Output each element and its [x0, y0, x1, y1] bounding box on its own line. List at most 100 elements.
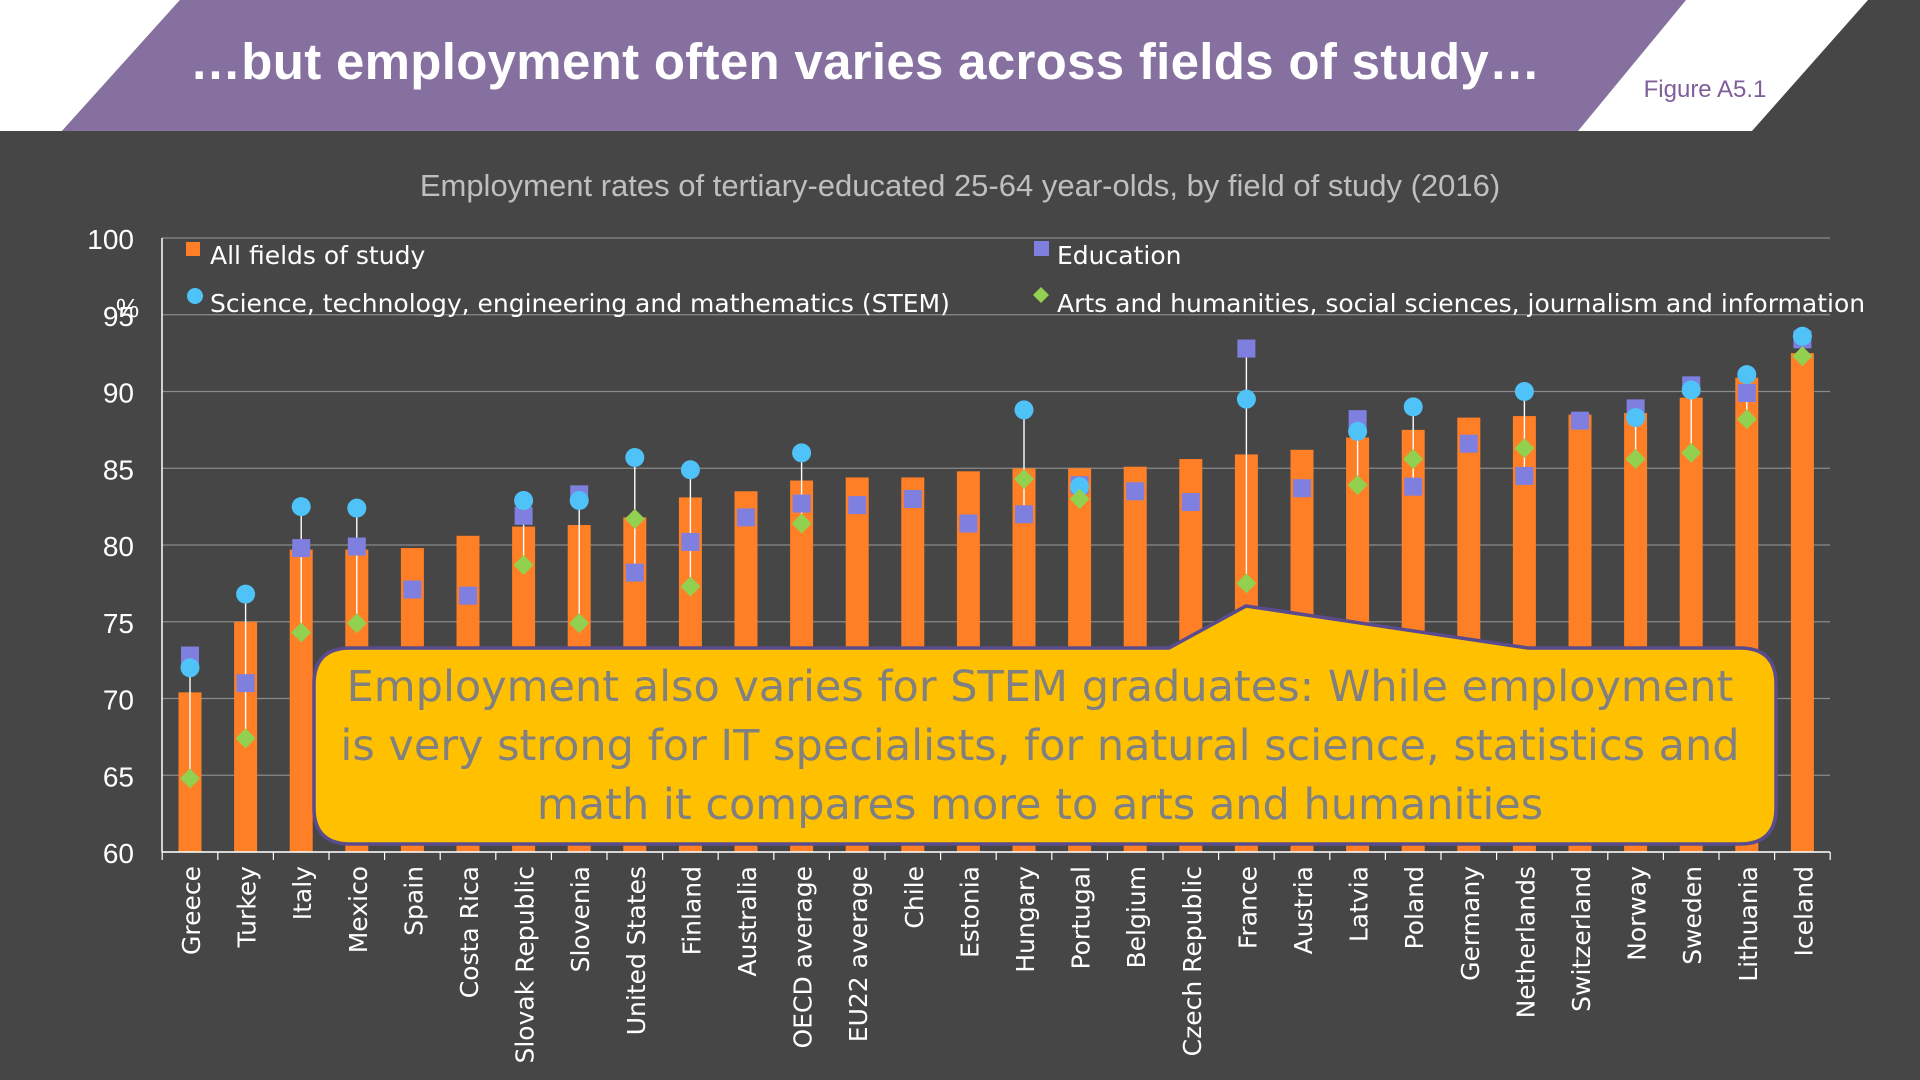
- legend-swatch-education: [1034, 241, 1049, 256]
- banner-white-right: [1578, 0, 1868, 131]
- marker-education: [1181, 493, 1200, 512]
- marker-arts: [680, 576, 701, 597]
- x-tick-label: Chile: [900, 866, 929, 929]
- marker-education: [903, 489, 922, 508]
- marker-stem: [236, 584, 256, 604]
- x-tick-label: Greece: [177, 866, 206, 955]
- marker-stem: [792, 443, 812, 463]
- bar-2: [289, 549, 313, 852]
- y-tick-label: 70: [103, 685, 134, 716]
- legend: All fields of study Education Science, tec…: [186, 241, 1865, 318]
- marker-education: [347, 537, 366, 556]
- marker-education: [1515, 466, 1534, 485]
- markers: [180, 326, 1813, 789]
- x-tick-label: Lithuania: [1734, 866, 1763, 982]
- x-tick-label: Estonia: [955, 866, 984, 958]
- marker-arts: [291, 622, 312, 643]
- y-tick-label: 95: [103, 301, 134, 332]
- marker-stem: [1626, 408, 1646, 428]
- marker-stem: [1681, 380, 1701, 400]
- marker-education: [292, 539, 311, 558]
- marker-arts: [1514, 438, 1535, 459]
- banner-shapes: [0, 0, 1868, 131]
- x-tick-label: Switzerland: [1567, 866, 1596, 1012]
- x-tick-label: Czech Republic: [1178, 866, 1207, 1056]
- legend-label-all: All fields of study: [210, 241, 425, 270]
- marker-arts: [1792, 346, 1813, 367]
- x-tick-label: Poland: [1400, 866, 1429, 949]
- marker-arts: [1347, 475, 1368, 496]
- marker-arts: [624, 508, 645, 529]
- marker-stem: [1737, 365, 1757, 385]
- x-tick-label: Latvia: [1345, 866, 1374, 942]
- x-tick-label: Australia: [733, 866, 762, 977]
- chart-title: Employment rates of tertiary-educated 25…: [419, 168, 1501, 203]
- y-tick-label: 90: [103, 378, 134, 409]
- marker-education: [681, 532, 700, 551]
- x-tick-label: EU22 average: [844, 866, 873, 1042]
- marker-arts: [180, 768, 200, 789]
- marker-education: [1237, 339, 1256, 358]
- x-tick-label: Netherlands: [1511, 866, 1540, 1018]
- marker-stem: [347, 498, 367, 518]
- legend-swatch-arts: [1033, 287, 1049, 303]
- marker-stem: [569, 490, 589, 510]
- marker-stem: [514, 490, 534, 510]
- x-tick-label: Portugal: [1067, 866, 1096, 970]
- marker-arts: [1625, 449, 1646, 470]
- marker-stem: [1403, 397, 1423, 417]
- marker-education: [1459, 434, 1478, 453]
- marker-education: [1404, 477, 1423, 496]
- marker-arts: [1681, 442, 1702, 463]
- marker-education: [1015, 505, 1033, 524]
- figure-label: Figure A5.1: [1643, 76, 1767, 103]
- x-tick-label: United States: [622, 866, 651, 1035]
- x-tick-label: Sweden: [1678, 866, 1707, 965]
- marker-stem: [1514, 382, 1534, 401]
- marker-stem: [291, 497, 311, 517]
- marker-stem: [1792, 326, 1812, 346]
- marker-arts: [513, 554, 534, 575]
- legend-label-arts: Arts and humanities, social sciences, jo…: [1057, 289, 1865, 318]
- y-tick-label: 65: [103, 761, 134, 792]
- x-tick-label: Iceland: [1789, 866, 1818, 956]
- x-tick-label: Hungary: [1011, 866, 1040, 973]
- y-tick-label: 75: [103, 608, 134, 639]
- axes: 60 65 70 75 80 85 90 95 100% Greece Turkey Italy Mex…: [87, 224, 1831, 1064]
- banner-white-left: [0, 0, 180, 131]
- marker-arts: [1069, 488, 1090, 509]
- marker-stem: [1236, 389, 1256, 409]
- x-tick-label: Norway: [1623, 866, 1652, 961]
- marker-education: [625, 563, 644, 582]
- legend-label-education: Education: [1057, 241, 1181, 270]
- marker-education: [959, 514, 978, 533]
- marker-stem: [625, 448, 645, 468]
- x-tick-label: Italy: [288, 866, 317, 920]
- marker-arts: [1736, 409, 1757, 430]
- x-tick-label: Spain: [399, 866, 428, 936]
- marker-education: [792, 494, 811, 513]
- marker-arts: [346, 613, 367, 634]
- y-axis-label: %: [116, 293, 139, 323]
- x-tick-label: Germany: [1456, 866, 1485, 981]
- marker-arts: [1403, 449, 1424, 470]
- marker-arts: [1014, 468, 1034, 489]
- marker-education: [236, 674, 255, 693]
- x-tick-label: Turkey: [233, 866, 262, 949]
- marker-education: [514, 506, 533, 525]
- y-tick-label: 80: [103, 531, 134, 562]
- bar-29: [1790, 353, 1814, 852]
- marker-stem: [1014, 400, 1034, 420]
- y-tick-label: 60: [103, 838, 134, 869]
- x-tick-label: Costa Rica: [455, 866, 484, 998]
- x-tick-label: Slovenia: [566, 866, 595, 972]
- marker-arts: [1236, 573, 1257, 594]
- marker-education: [737, 508, 755, 527]
- x-tick-label: Finland: [677, 866, 706, 955]
- marker-stem: [680, 460, 700, 480]
- legend-label-stem: Science, technology, engineering and mat…: [210, 289, 950, 318]
- callout: [312, 604, 1778, 846]
- slide-title: …but employment often varies across fiel…: [190, 33, 1541, 90]
- marker-stem: [1348, 421, 1368, 441]
